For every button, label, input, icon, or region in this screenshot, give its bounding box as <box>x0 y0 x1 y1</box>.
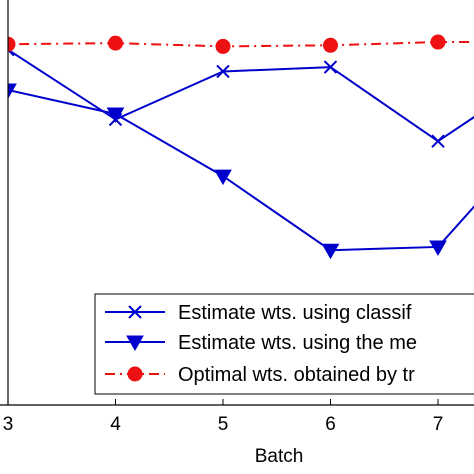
legend-label-3: Optimal wts. obtained by tr <box>178 364 415 386</box>
data-point <box>430 34 446 50</box>
legend-marker-1 <box>128 305 142 319</box>
data-point <box>106 107 125 123</box>
marker-stroke <box>431 134 445 148</box>
marker-stroke <box>0 52 3 64</box>
data-point <box>214 169 232 186</box>
marker-stroke <box>0 52 3 64</box>
legend-marker-2 <box>126 335 144 352</box>
series-line-1 <box>8 48 474 143</box>
x-tick-label: 5 <box>218 414 229 435</box>
x-axis-title: Batch <box>255 446 304 467</box>
data-point <box>8 83 17 99</box>
axes-layer: 3 4 5 6 7 <box>0 0 474 435</box>
data-point <box>323 37 338 53</box>
x-tick-label: 6 <box>325 414 336 435</box>
legend-marker-3 <box>127 366 143 382</box>
x-tick-label: 7 <box>433 414 444 435</box>
data-point <box>8 36 16 52</box>
data-point <box>108 35 123 51</box>
series-line-3 <box>8 41 474 48</box>
data-point <box>0 127 5 141</box>
data-point <box>429 240 447 256</box>
legend-box <box>94 293 474 395</box>
series-layer <box>0 34 474 260</box>
data-point <box>0 52 3 64</box>
data-point <box>323 60 338 74</box>
legend-label-2: Estimate wts. using the me <box>178 332 417 354</box>
data-point <box>321 243 340 260</box>
series-line-2 <box>8 88 474 252</box>
x-tick-label: 3 <box>3 414 14 435</box>
data-point <box>431 134 445 148</box>
marker-stroke <box>323 60 338 74</box>
x-tick-label: 4 <box>110 414 121 435</box>
legend: Estimate wts. using classif Estimate wts.… <box>94 293 474 395</box>
data-point <box>0 38 4 52</box>
marker-stroke <box>8 48 15 57</box>
marker-stroke <box>216 64 230 79</box>
data-point <box>215 38 231 54</box>
data-point <box>216 64 230 79</box>
legend-label-1: Estimate wts. using classif <box>178 302 412 324</box>
marker-stroke <box>128 305 142 319</box>
